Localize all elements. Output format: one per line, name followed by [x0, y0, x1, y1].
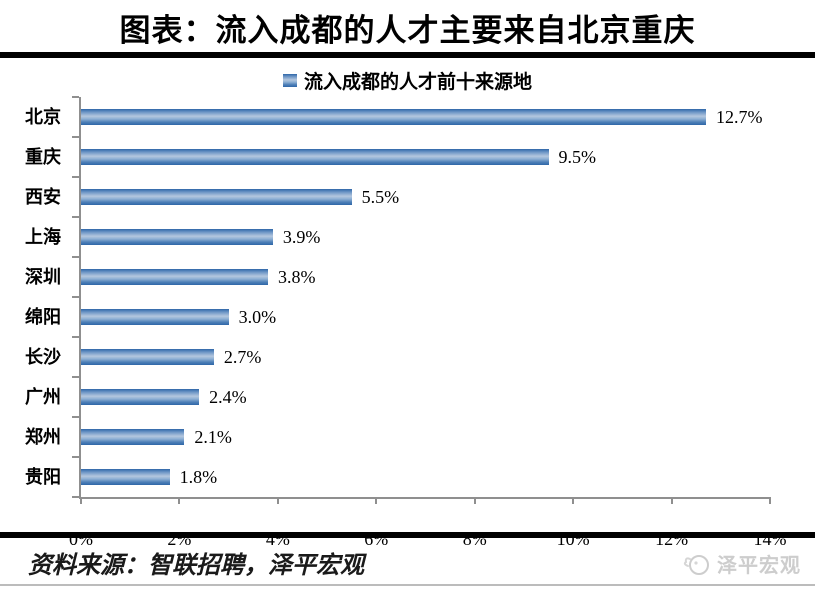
legend-marker-icon	[282, 74, 297, 87]
title-divider	[0, 52, 815, 58]
bar	[81, 389, 200, 405]
category-label: 西安	[25, 187, 61, 207]
chart-legend: 流入成都的人才前十来源地	[0, 67, 815, 94]
bar	[81, 229, 273, 245]
footer-divider	[0, 532, 815, 538]
value-label: 2.1%	[194, 427, 232, 447]
bar	[81, 469, 170, 485]
bar	[81, 349, 214, 365]
x-axis-tick	[276, 497, 279, 504]
value-label: 5.5%	[361, 187, 400, 207]
category-label: 长沙	[25, 347, 61, 367]
bottom-rule	[0, 584, 815, 586]
y-axis-tick	[72, 256, 79, 258]
value-label: 2.7%	[223, 347, 262, 367]
x-axis-tick	[80, 497, 82, 504]
bar	[81, 189, 352, 205]
value-label: 3.9%	[282, 227, 321, 247]
legend-label: 流入成都的人才前十来源地	[303, 72, 532, 93]
x-axis-tick	[670, 497, 673, 504]
y-axis-tick	[72, 216, 79, 218]
watermark-logo-text: 泽平宏观	[717, 555, 801, 577]
watermark-logo: 泽平宏观	[682, 549, 801, 578]
source-note: 资料来源：智联招聘，泽平宏观	[28, 553, 364, 579]
value-label: 2.4%	[209, 387, 247, 407]
bar	[81, 269, 268, 285]
chart-title: 图表：流入成都的人才主要来自北京重庆	[119, 13, 696, 48]
value-label: 1.8%	[179, 467, 218, 487]
x-axis-tick	[473, 497, 476, 504]
y-axis-tick	[72, 136, 79, 138]
category-labels: 北京重庆西安上海深圳绵阳长沙广州郑州贵阳	[0, 97, 70, 497]
value-label: 3.0%	[238, 307, 277, 327]
y-axis-tick	[72, 416, 79, 418]
value-label: 3.8%	[278, 267, 316, 287]
value-label: 9.5%	[558, 147, 597, 167]
category-label: 绵阳	[25, 307, 61, 327]
value-label: 12.7%	[716, 107, 763, 127]
category-label: 贵阳	[25, 467, 61, 487]
y-axis-tick	[72, 376, 79, 378]
bar	[81, 109, 707, 125]
bar	[81, 429, 185, 445]
zeping-logo-icon	[683, 554, 709, 575]
category-label: 上海	[25, 227, 61, 247]
y-axis-tick	[72, 96, 79, 98]
category-label: 郑州	[25, 427, 61, 447]
category-label: 广州	[25, 387, 61, 407]
y-axis-tick	[72, 456, 79, 458]
x-axis-tick	[375, 497, 378, 504]
bar-plot: 12.7% 9.5% 5.5% 3.9% 3.8% 3.0% 2.7% 2.4% 2.1% 1.8…	[69, 96, 787, 549]
x-axis-tick	[769, 497, 771, 504]
y-axis-tick	[72, 336, 79, 338]
y-axis-tick	[72, 496, 79, 498]
x-axis-tick	[178, 497, 181, 504]
category-label: 北京	[25, 107, 61, 127]
y-axis-tick	[72, 176, 79, 178]
category-label: 重庆	[25, 147, 61, 167]
bar	[81, 309, 229, 325]
y-axis-tick	[72, 296, 79, 298]
category-label: 深圳	[25, 267, 61, 287]
x-axis-tick	[572, 497, 575, 504]
bar	[81, 149, 549, 165]
